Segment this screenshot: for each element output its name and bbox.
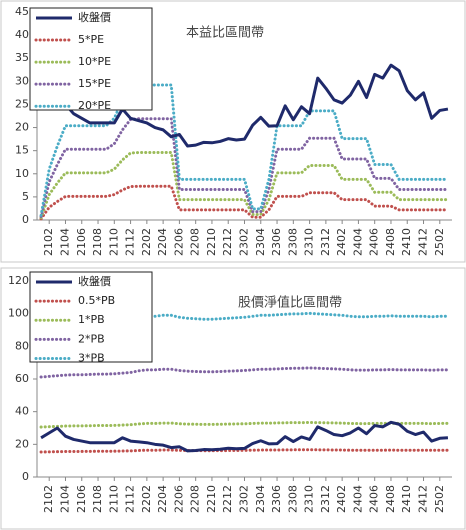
legend-label: 0.5*PB <box>78 294 115 307</box>
legend-label: 1*PB <box>78 313 105 326</box>
x-tick-label: 2106 <box>75 485 88 513</box>
x-tick-label: 2304 <box>254 485 267 513</box>
x-tick-label: 2202 <box>140 228 153 256</box>
y-tick-label: 5 <box>22 190 29 203</box>
x-tick-label: 2110 <box>107 485 120 513</box>
x-tick-label: 2312 <box>319 228 332 256</box>
x-tick-label: 2110 <box>107 228 120 256</box>
x-tick-label: 2112 <box>124 485 137 513</box>
x-tick-label: 2412 <box>417 485 430 513</box>
x-tick-label: 2212 <box>221 485 234 513</box>
series-line <box>39 63 449 148</box>
y-tick-label: 30 <box>15 74 29 87</box>
x-tick-label: 2108 <box>91 485 104 513</box>
legend-label: 10*PE <box>78 55 111 68</box>
x-tick-label: 2408 <box>384 228 397 256</box>
y-tick-label: 35 <box>15 51 29 64</box>
series-line <box>39 311 450 329</box>
x-tick-label: 2308 <box>286 485 299 513</box>
y-tick-label: 20 <box>15 437 29 450</box>
y-tick-label: 0 <box>22 213 29 226</box>
series-line <box>39 420 450 429</box>
x-tick-label: 2502 <box>433 228 446 256</box>
series-line <box>39 117 450 219</box>
x-tick-label: 2408 <box>384 485 397 513</box>
y-tick-label: 20 <box>15 121 29 134</box>
legend-box <box>29 7 153 111</box>
y-tick-label: 40 <box>15 28 29 41</box>
series-line <box>39 448 450 454</box>
x-tick-label: 2402 <box>335 228 348 256</box>
x-tick-label: 2410 <box>400 228 413 256</box>
x-tick-label: 2212 <box>221 228 234 256</box>
legend-label: 收盤價 <box>78 274 111 288</box>
x-tick-label: 2412 <box>417 228 430 256</box>
x-tick-label: 2308 <box>286 228 299 256</box>
series-line <box>39 83 450 217</box>
y-tick-label: 120 <box>8 274 29 287</box>
chart-title: 本益比區間帶 <box>186 26 264 41</box>
series-line <box>39 184 450 221</box>
x-tick-label: 2204 <box>156 228 169 256</box>
x-tick-label: 2406 <box>368 228 381 256</box>
x-tick-label: 2304 <box>254 228 267 256</box>
y-tick-label: 25 <box>15 97 29 110</box>
legend-box <box>29 271 153 363</box>
x-tick-label: 2402 <box>335 485 348 513</box>
y-tick-label: 45 <box>15 5 29 18</box>
x-tick-label: 2206 <box>172 228 185 256</box>
series-line <box>39 366 450 379</box>
x-tick-label: 2210 <box>205 228 218 256</box>
y-tick-label: 0 <box>22 470 29 483</box>
y-tick-label: 80 <box>15 339 29 352</box>
x-tick-label: 2102 <box>42 485 55 513</box>
x-tick-label: 2112 <box>124 228 137 256</box>
x-tick-label: 2104 <box>58 485 71 513</box>
x-tick-label: 2208 <box>189 485 202 513</box>
legend-label: 20*PE <box>78 99 111 112</box>
x-tick-label: 2102 <box>42 228 55 256</box>
legend-label: 5*PE <box>78 33 104 46</box>
series-line <box>40 420 449 453</box>
x-tick-label: 2406 <box>368 485 381 513</box>
x-tick-label: 2302 <box>238 228 251 256</box>
legend-label: 收盤價 <box>78 10 111 24</box>
x-tick-label: 2404 <box>351 228 364 256</box>
y-tick-label: 60 <box>15 372 29 385</box>
legend-label: 2*PB <box>78 332 105 345</box>
x-tick-label: 2302 <box>238 485 251 513</box>
x-tick-label: 2108 <box>91 228 104 256</box>
x-tick-label: 2410 <box>400 485 413 513</box>
y-tick-label: 40 <box>15 405 29 418</box>
x-tick-label: 2306 <box>270 485 283 513</box>
legend-label: 15*PE <box>78 77 111 90</box>
y-tick-label: 100 <box>8 307 29 320</box>
legend-label: 3*PB <box>78 351 105 364</box>
x-tick-label: 2312 <box>319 485 332 513</box>
x-tick-label: 2404 <box>351 485 364 513</box>
x-tick-label: 2306 <box>270 228 283 256</box>
chart-title: 股價淨值比區間帶 <box>238 295 342 311</box>
x-tick-label: 2208 <box>189 228 202 256</box>
x-tick-label: 2204 <box>156 485 169 513</box>
x-tick-label: 2210 <box>205 485 218 513</box>
y-tick-label: 10 <box>15 167 29 180</box>
x-tick-label: 2310 <box>303 485 316 513</box>
series-line <box>39 151 450 220</box>
x-tick-label: 2202 <box>140 485 153 513</box>
y-tick-label: 15 <box>15 144 29 157</box>
x-tick-label: 2106 <box>75 228 88 256</box>
x-tick-label: 2310 <box>303 228 316 256</box>
x-tick-label: 2104 <box>58 228 71 256</box>
x-tick-label: 2502 <box>433 485 446 513</box>
x-tick-label: 2206 <box>172 485 185 513</box>
